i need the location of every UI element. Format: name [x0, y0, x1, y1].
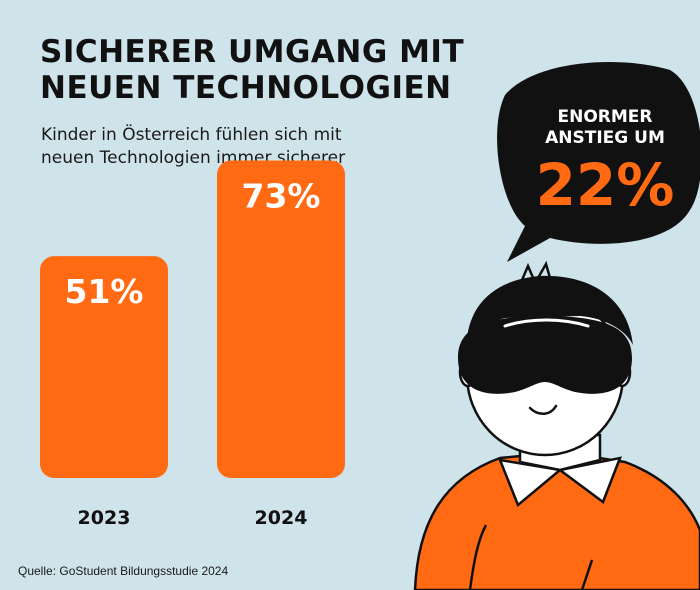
callout-value: 22% — [536, 151, 675, 219]
chart-title: SICHERER UMGANG MIT NEUEN TECHNOLOGIEN — [40, 34, 510, 106]
hair — [466, 275, 633, 360]
category-label-2023: 2023 — [78, 507, 131, 529]
callout-line-2: ANSTIEG UM — [545, 128, 665, 148]
bar-value-label-2023: 51% — [65, 272, 144, 311]
hair-tuft — [520, 260, 552, 281]
bar-2023 — [40, 256, 168, 478]
title-line-2: NEUEN TECHNOLOGIEN — [40, 70, 452, 106]
child-vr-illustration — [413, 260, 700, 590]
source-note: Quelle: GoStudent Bildungsstudie 2024 — [18, 564, 229, 578]
bar-value-label-2024: 73% — [242, 176, 321, 215]
smile — [528, 404, 558, 415]
vr-headset — [458, 316, 632, 394]
category-label-2024: 2024 — [255, 507, 308, 529]
bar-2024 — [217, 160, 345, 478]
callout-bubble-shape — [497, 62, 700, 262]
bar-series: 51% 2023 73% 2024 — [40, 160, 345, 529]
vr-headset-highlight — [503, 318, 590, 328]
sleeve-line-right — [580, 559, 594, 590]
shirt-collar-right — [556, 456, 622, 504]
callout-line-1: ENORMER — [557, 107, 652, 127]
sleeve-line — [468, 524, 488, 590]
callout-bubble: ENORMER ANSTIEG UM 22% — [497, 62, 700, 262]
subtitle-line-1: Kinder in Österreich fühlen sich mit — [41, 125, 342, 145]
title-line-1: SICHERER UMGANG MIT — [40, 34, 465, 70]
